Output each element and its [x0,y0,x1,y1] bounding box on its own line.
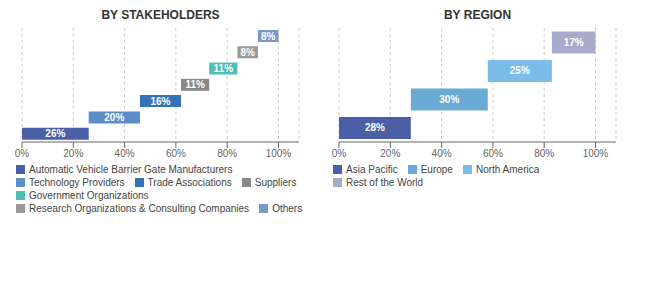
svg-text:28%: 28% [365,122,385,133]
svg-text:0%: 0% [332,148,347,159]
svg-text:20%: 20% [380,148,400,159]
html-text:Technology Providers: Technology Providers [29,177,125,188]
svg-text:8%: 8% [261,31,276,42]
html-text:BY REGION: BY REGION [443,8,512,22]
svg-text:60%: 60% [166,148,186,159]
html-text:Research Organizations & Consu: Research Organizations & Consulting Comp… [29,203,250,214]
html-text:North America: North America [475,164,540,175]
html-text:Suppliers: Suppliers [254,177,297,188]
svg-text:26%: 26% [45,128,65,139]
svg-text:60%: 60% [483,148,503,159]
svg-text:11%: 11% [185,79,205,90]
svg-text:0%: 0% [15,148,30,159]
svg-text:100%: 100% [266,148,292,159]
html-text:Government Organizations: Government Organizations [29,190,149,201]
svg-text:8%: 8% [240,47,255,58]
svg-text:20%: 20% [63,148,83,159]
svg-text:80%: 80% [534,148,554,159]
svg-text:16%: 16% [150,96,170,107]
html-text:Europe: Europe [420,164,453,175]
svg-text:11%: 11% [214,63,234,74]
html-text:Others: Others [272,203,303,214]
html-text:Rest of the World: Rest of the World [346,177,424,188]
svg-text:25%: 25% [510,65,530,76]
svg-text:20%: 20% [104,112,124,123]
svg-text:100%: 100% [583,148,609,159]
svg-text:80%: 80% [217,148,237,159]
html-text:Asia Pacific: Asia Pacific [346,164,398,175]
svg-text:40%: 40% [432,148,452,159]
html-text:Trade Associations: Trade Associations [147,177,232,188]
svg-text:40%: 40% [115,148,135,159]
svg-text:30%: 30% [439,94,459,105]
html-text:Automatic Vehicle Barrier Gate: Automatic Vehicle Barrier Gate Manufactu… [29,164,233,175]
html-text:BY STAKEHOLDERS: BY STAKEHOLDERS [101,8,220,22]
svg-text:17%: 17% [564,37,584,48]
